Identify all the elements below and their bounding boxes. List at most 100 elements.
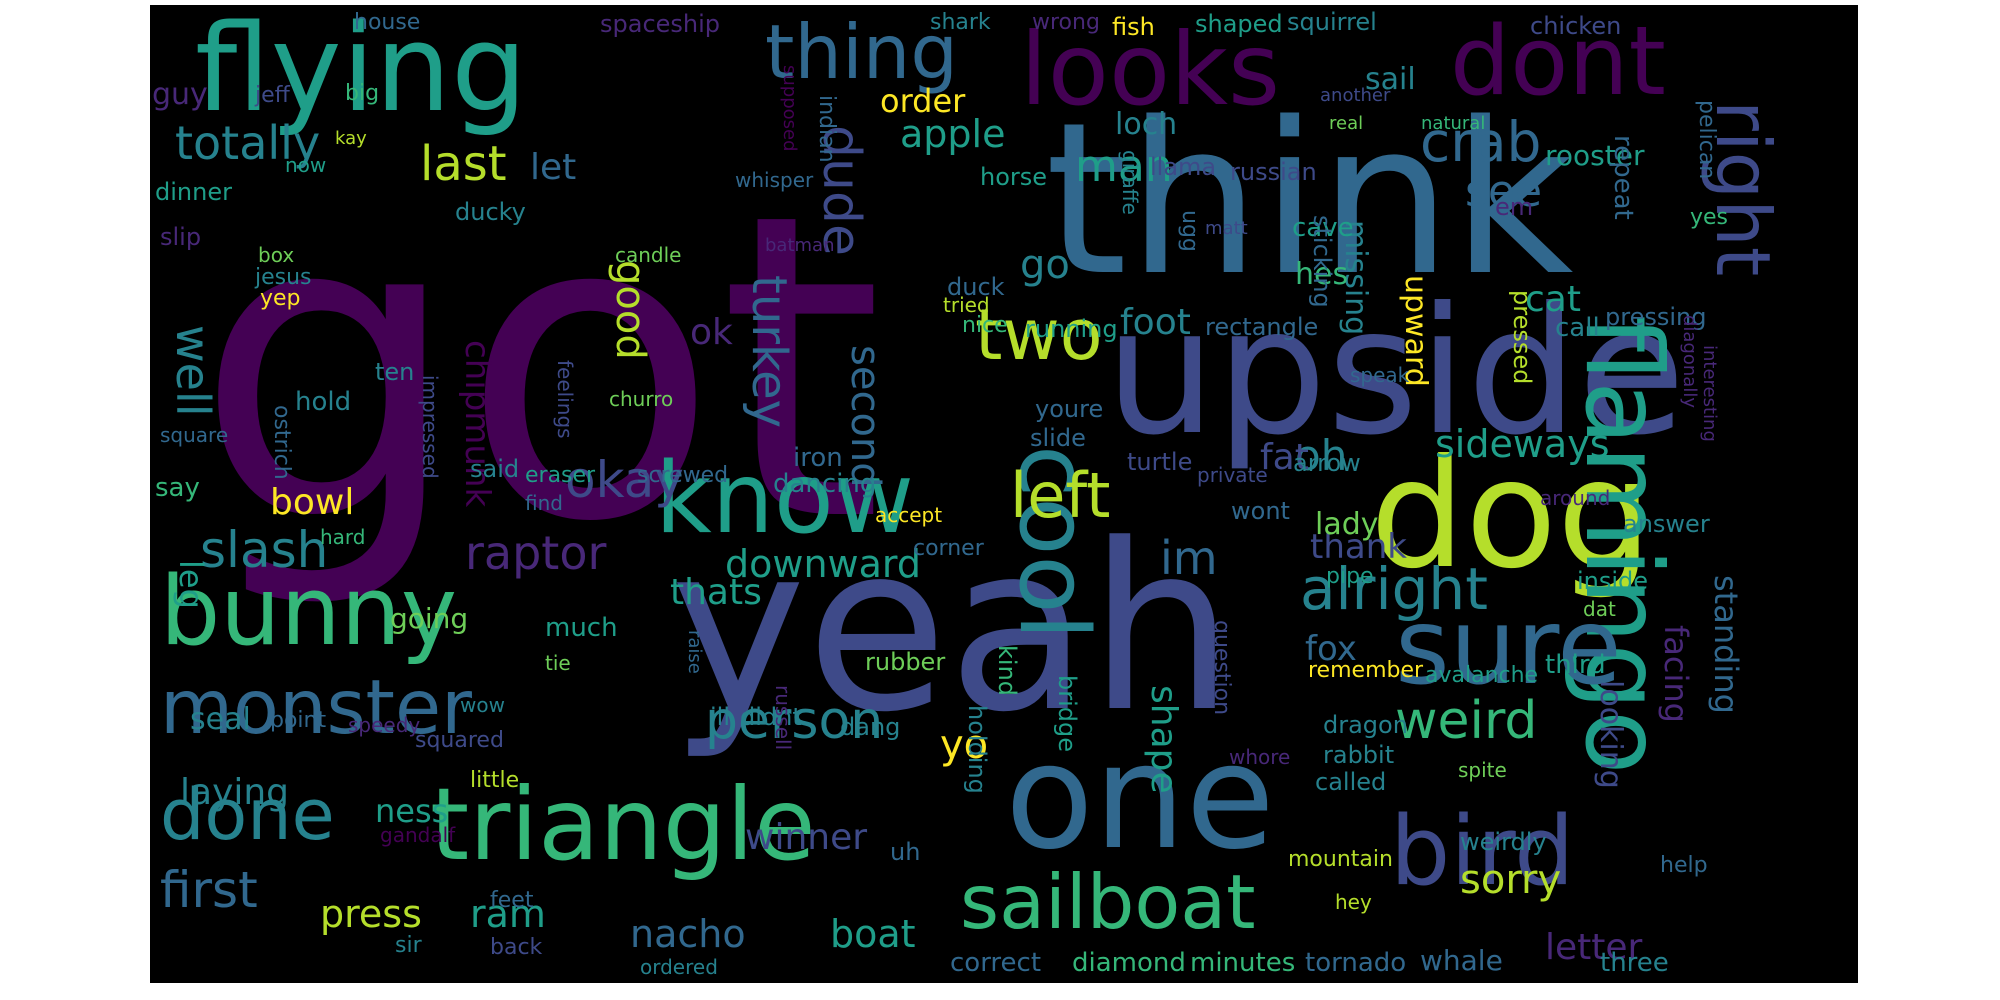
word-dinner: dinner: [155, 178, 232, 206]
word-cloud: got think yeah upside one dog flying looks dont k…: [150, 5, 1858, 983]
word-totally: totally: [175, 116, 321, 170]
word-flying: flying: [195, 5, 528, 139]
word-candle: candle: [615, 243, 682, 267]
word-indian: indian: [814, 95, 839, 163]
word-alright: alright: [1300, 555, 1488, 623]
word-wont: wont: [1231, 497, 1290, 525]
word-running: running: [1025, 315, 1118, 343]
word-cat: cat: [1525, 279, 1581, 320]
word-tornado: tornado: [1305, 948, 1407, 978]
word-dancing: dancing: [773, 469, 877, 499]
word-raptor: raptor: [465, 526, 607, 580]
word-done: done: [160, 774, 335, 856]
word-upward: upward: [1398, 275, 1433, 387]
word-sorry: sorry: [1460, 857, 1562, 903]
word-missing: missing: [1338, 220, 1373, 336]
word-dude: dude: [811, 125, 871, 256]
word-bowl: bowl: [270, 482, 355, 523]
word-order: order: [880, 82, 966, 120]
word-bridge: bridge: [1053, 675, 1081, 753]
word-seal: seal: [190, 702, 251, 737]
word-russell: russell: [771, 685, 795, 751]
word-ok: ok: [690, 312, 733, 353]
word-inside: inside: [1577, 567, 1649, 595]
word-ordered: ordered: [640, 955, 718, 979]
word-spaceship: spaceship: [600, 10, 721, 38]
word-private: private: [1197, 463, 1268, 487]
word-sir: sir: [395, 933, 422, 958]
word-shaped: shaped: [1195, 10, 1283, 38]
word-nacho: nacho: [630, 912, 746, 956]
word-dang: dang: [840, 713, 901, 741]
word-impressed: impressed: [418, 375, 442, 479]
word-feet: feet: [490, 888, 534, 913]
word-downward: downward: [725, 542, 921, 586]
word-turkey: turkey: [741, 275, 797, 428]
word-hes: hes: [1295, 257, 1349, 292]
word-three: three: [1600, 948, 1669, 978]
word-minutes: minutes: [1190, 948, 1296, 978]
word-duck: duck: [947, 273, 1005, 301]
word-nice: nice: [962, 313, 1008, 338]
word-feelings: feelings: [553, 360, 577, 439]
word-thing: thing: [765, 8, 958, 96]
word-screwed: screwed: [637, 463, 729, 488]
word-squirrel: squirrel: [1287, 8, 1377, 36]
word-holding: holding: [963, 705, 991, 794]
word-say: say: [155, 473, 200, 503]
word-tried: tried: [943, 293, 990, 317]
word-lady: lady: [1315, 507, 1379, 542]
word-bunny: bunny: [160, 557, 458, 667]
word-slash: slash: [200, 521, 329, 579]
word-facing: facing: [1657, 625, 1695, 723]
word-find: find: [525, 491, 563, 515]
word-avalanche: avalanche: [1425, 663, 1539, 688]
word-fish: fish: [1112, 13, 1155, 41]
word-laying: laying: [180, 772, 290, 813]
word-ten: ten: [375, 358, 415, 386]
word-third: third: [1545, 650, 1606, 680]
word-pressing: pressing: [1605, 303, 1707, 331]
word-around: around: [1540, 486, 1611, 510]
word-rectangle: rectangle: [1205, 313, 1319, 341]
word-sticking: sticking: [1308, 215, 1336, 308]
word-whale: whale: [1420, 944, 1503, 977]
word-shape: shape: [1143, 685, 1184, 794]
word-rubber: rubber: [865, 648, 946, 676]
word-hold: hold: [295, 387, 352, 417]
word-point: point: [270, 708, 327, 733]
word-thats: thats: [670, 572, 762, 613]
word-batman: batman: [765, 235, 835, 256]
word-call: call: [1555, 313, 1600, 343]
word-didnt: didnt: [740, 703, 802, 731]
word-corner: corner: [913, 536, 984, 561]
word-ostrich: ostrich: [269, 405, 294, 480]
word-two: two: [975, 294, 1103, 376]
word-last: last: [420, 136, 507, 192]
word-person: person: [705, 691, 884, 751]
word-loch: loch: [1115, 107, 1178, 142]
word-remember: remember: [1308, 658, 1424, 683]
word-ugg: ugg: [1177, 210, 1202, 252]
word-yo: yo: [940, 722, 989, 768]
word-slip: slip: [160, 223, 202, 251]
word-diamond: diamond: [1072, 948, 1186, 978]
word-looking: looking: [1593, 680, 1628, 789]
word-bird: bird: [1390, 797, 1575, 907]
word-wow: wow: [460, 693, 505, 717]
word-oh: oh: [1295, 431, 1348, 480]
word-let: let: [530, 147, 577, 188]
word-help: help: [1660, 853, 1708, 878]
word-sideways: sideways: [1435, 422, 1610, 466]
word-churro: churro: [609, 387, 674, 411]
word-got: got: [195, 125, 884, 614]
word-go: go: [1020, 242, 1070, 288]
word-whore: whore: [1229, 745, 1291, 769]
word-im: im: [1160, 531, 1218, 585]
word-monster: monster: [160, 663, 472, 751]
word-wrong: wrong: [1032, 10, 1100, 35]
word-youre: youre: [1035, 395, 1104, 423]
word-yeah: yeah: [670, 496, 1235, 763]
word-em: em: [1495, 193, 1534, 221]
word-raise: raise: [684, 630, 705, 674]
